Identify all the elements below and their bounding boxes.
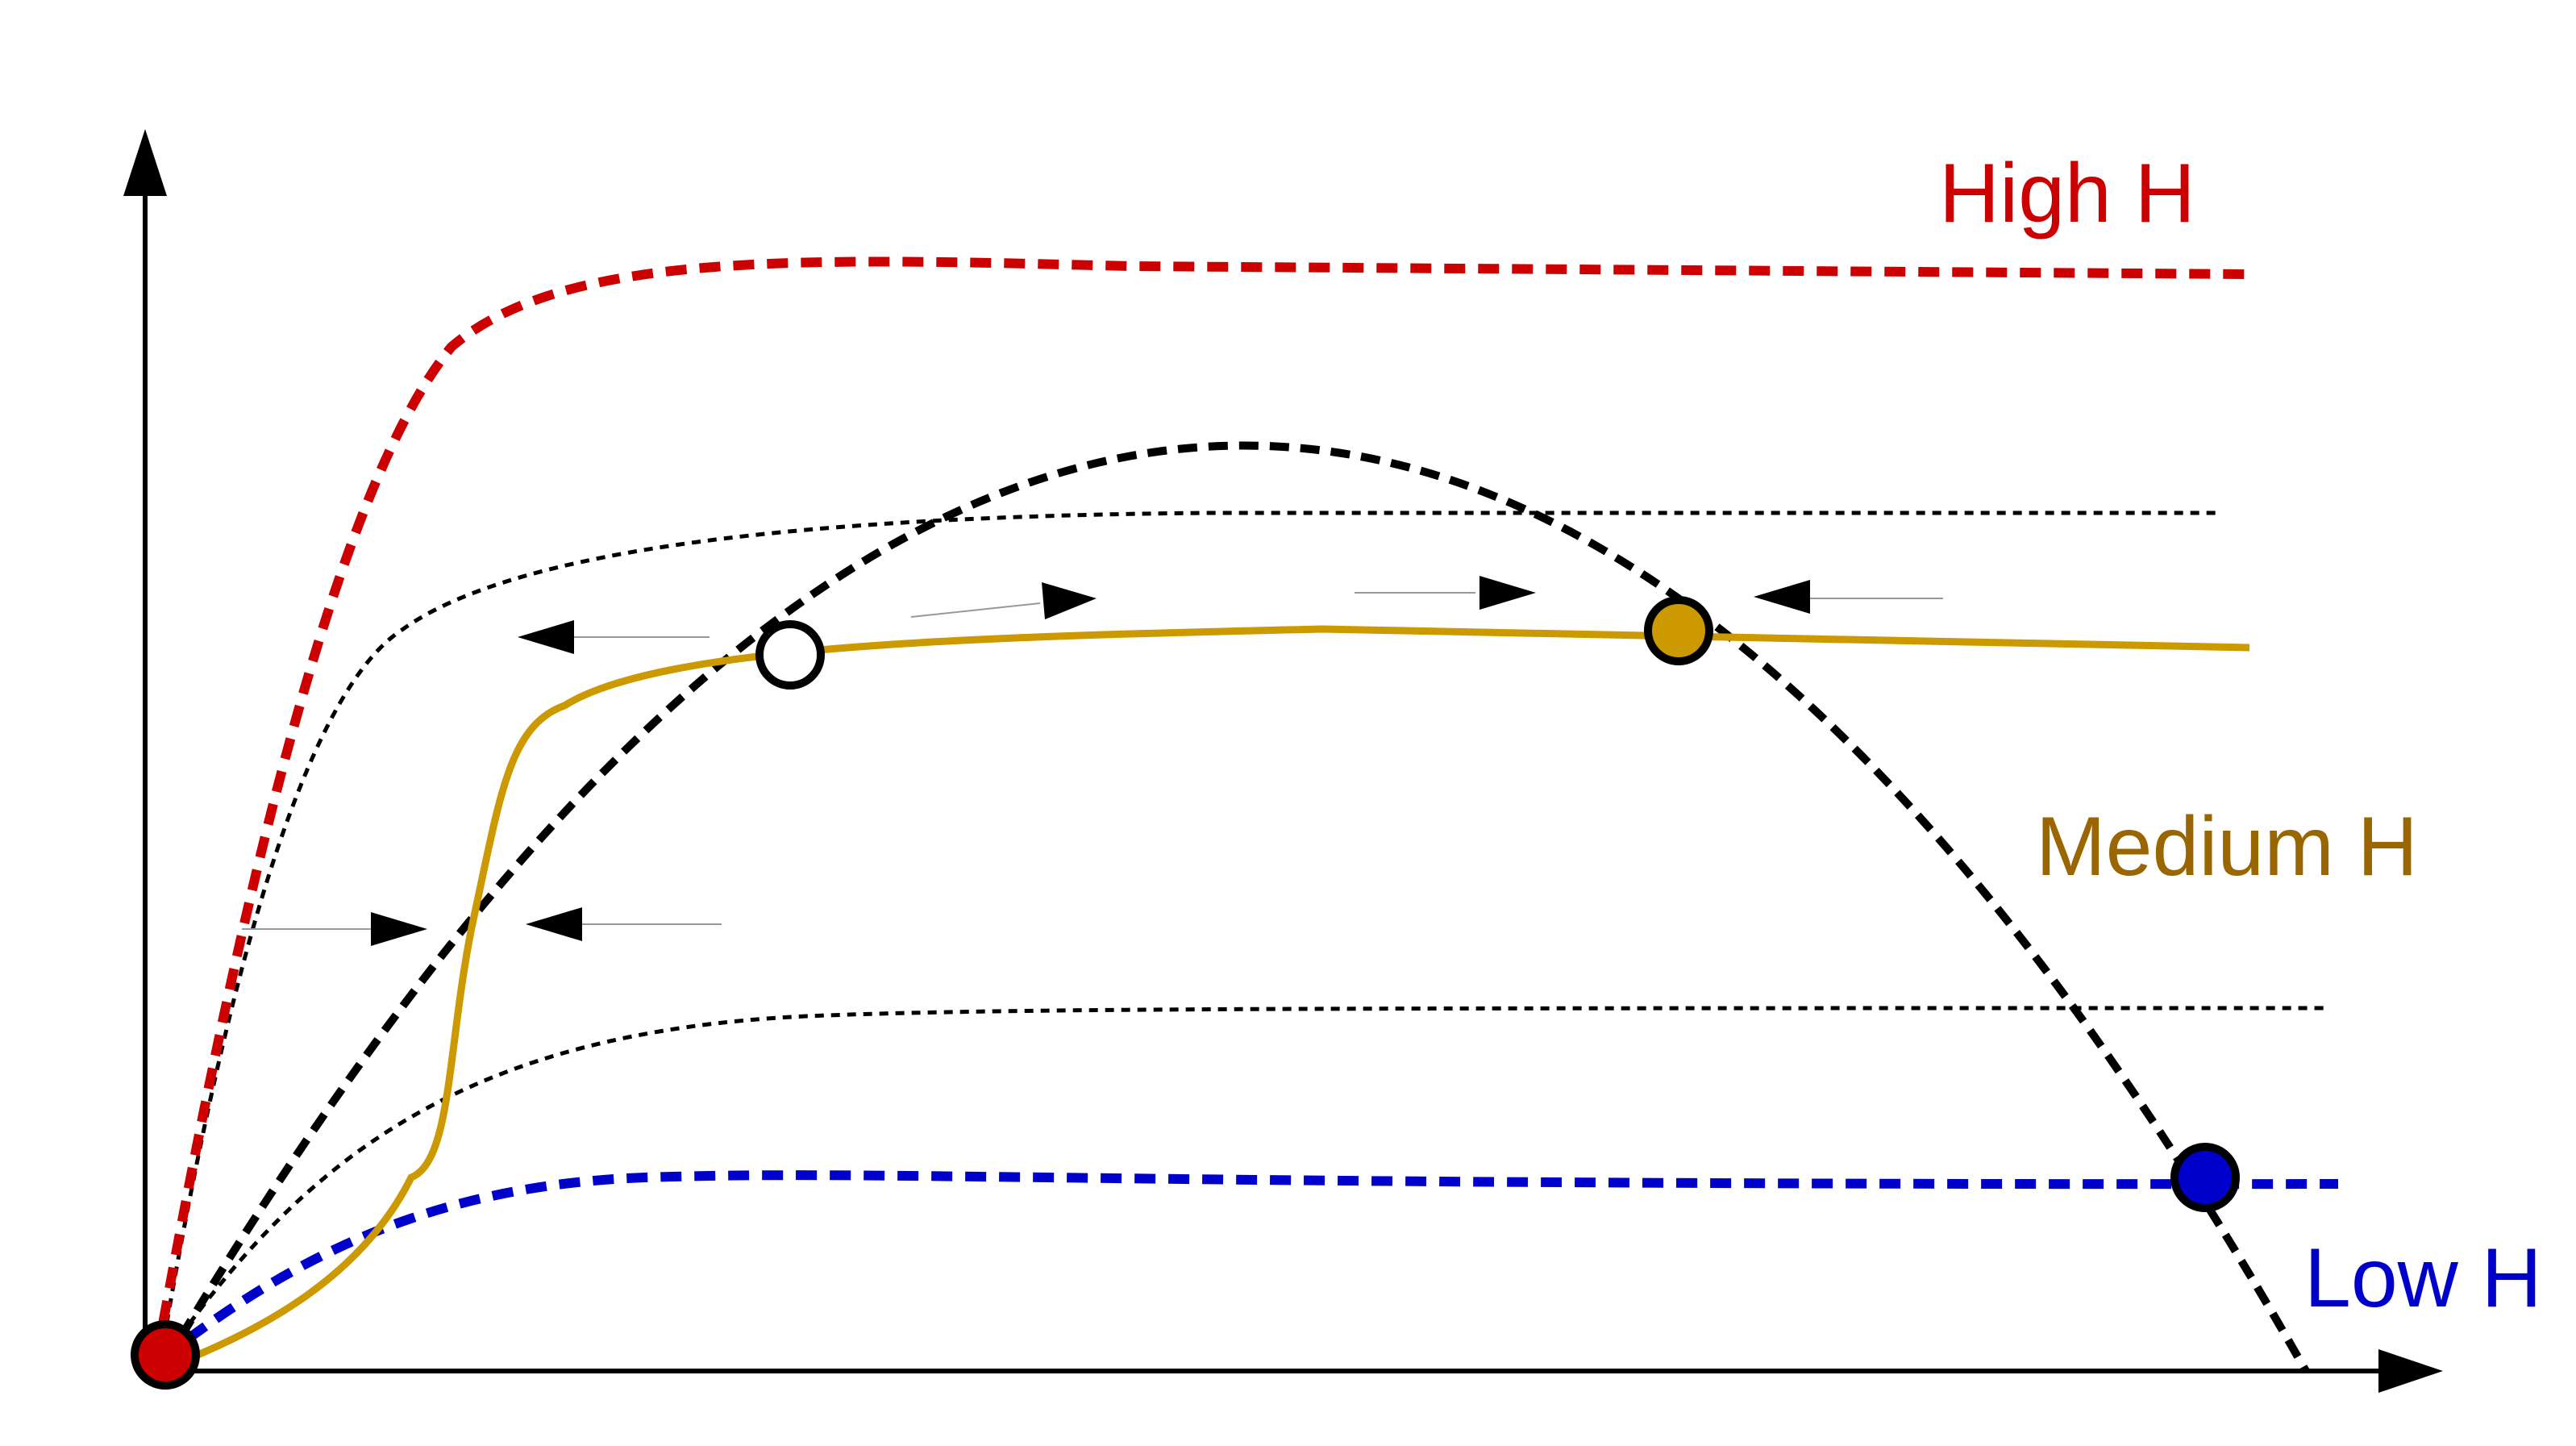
unstable-point <box>755 620 825 690</box>
low-h-label: Low H <box>2304 1231 2542 1325</box>
x-axis-arrowhead <box>2378 1349 2443 1393</box>
high-h-label: High H <box>1939 147 2195 240</box>
medium-h-label: Medium H <box>2036 800 2418 894</box>
high-h-curve <box>152 256 2250 1356</box>
medium-h-curve <box>156 625 2250 1375</box>
guide-arrow-left-3-head <box>526 907 582 941</box>
guide-arrow-right-2-head <box>1479 576 1536 610</box>
guide-arrow-right-3-head <box>371 912 427 946</box>
low-h-curve <box>158 1170 2339 1363</box>
medium-stable-point <box>1644 596 1713 665</box>
lower-thin-dotted-curve <box>159 1006 2331 1365</box>
origin-point <box>131 1320 200 1390</box>
low-stable-point <box>2170 1143 2240 1212</box>
guide-arrow-left-2-head <box>1754 580 1810 614</box>
guide-arrow-left-1-head <box>518 620 574 654</box>
y-axis-arrowhead <box>123 129 167 196</box>
upper-thin-dotted-curve <box>159 510 2217 1356</box>
black-dashed-parabola <box>161 441 2310 1373</box>
guide-arrow-right-1-head <box>1042 582 1097 619</box>
guide-arrow-right-1 <box>910 602 1041 618</box>
